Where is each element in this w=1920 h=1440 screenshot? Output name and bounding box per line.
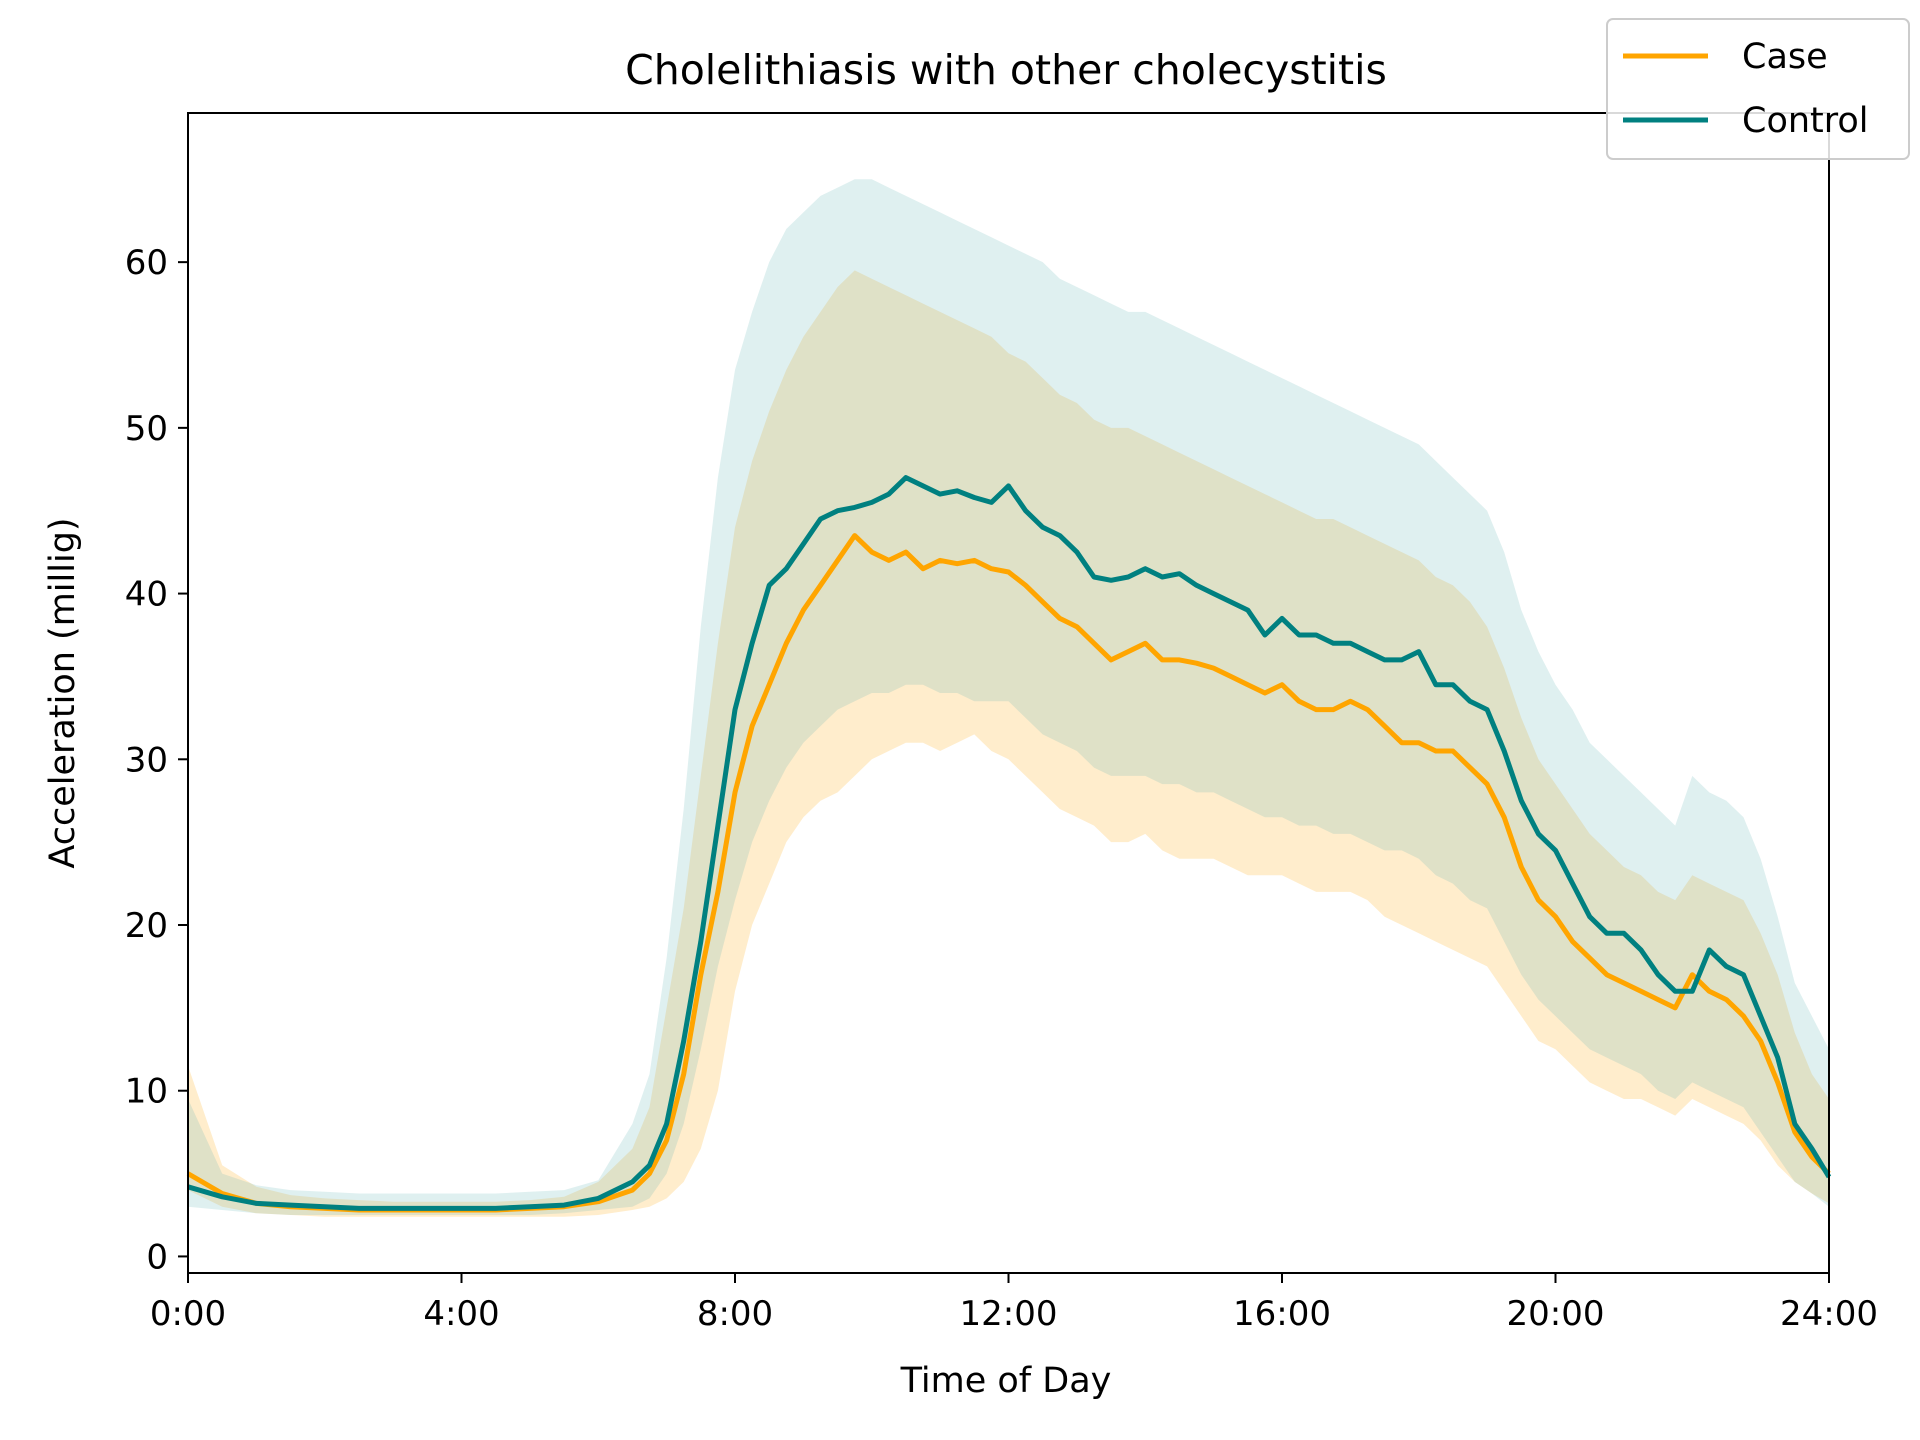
y-tick-label: 0: [146, 1237, 168, 1277]
axes: 0:00 4:00 8:00 12:00 16:00 20:00 24:00 0 10 20 30…: [125, 112, 1878, 1334]
y-tick-label: 30: [125, 740, 168, 780]
legend-control-label: Control: [1742, 101, 1869, 141]
confidence-bands: [188, 179, 1829, 1217]
series-lines: [186, 475, 1832, 1213]
x-tick-label: 12:00: [960, 1294, 1058, 1334]
x-tick-label: 8:00: [697, 1294, 773, 1334]
y-tick-label: 50: [125, 409, 168, 449]
y-tick-label: 40: [125, 575, 168, 615]
x-axis-ticks: 0:00 4:00 8:00 12:00 16:00 20:00 24:00: [150, 1273, 1878, 1334]
band-case: [188, 270, 1829, 1217]
y-tick-label: 60: [125, 243, 168, 283]
series-line-control: [187, 475, 1832, 1211]
y-axis-ticks: 0 10 20 30 40 50 60: [125, 243, 188, 1277]
x-tick-label: 20:00: [1507, 1294, 1605, 1334]
legend-case-label: Case: [1742, 37, 1828, 77]
legend: Case Control: [1606, 18, 1910, 160]
chart-title: Cholelithiasis with other cholecystitis: [625, 46, 1387, 94]
y-axis-label: Acceleration (millig): [43, 517, 83, 868]
x-tick-label: 16:00: [1233, 1294, 1331, 1334]
x-axis-label: Time of Day: [900, 1361, 1112, 1401]
band-control: [188, 179, 1829, 1215]
x-tick-label: 4:00: [423, 1294, 499, 1334]
x-tick-label: 0:00: [150, 1294, 226, 1334]
x-tick-label: 24:00: [1780, 1294, 1878, 1334]
y-tick-label: 10: [125, 1072, 168, 1112]
y-tick-label: 20: [125, 906, 168, 946]
series-line-case: [186, 533, 1831, 1213]
